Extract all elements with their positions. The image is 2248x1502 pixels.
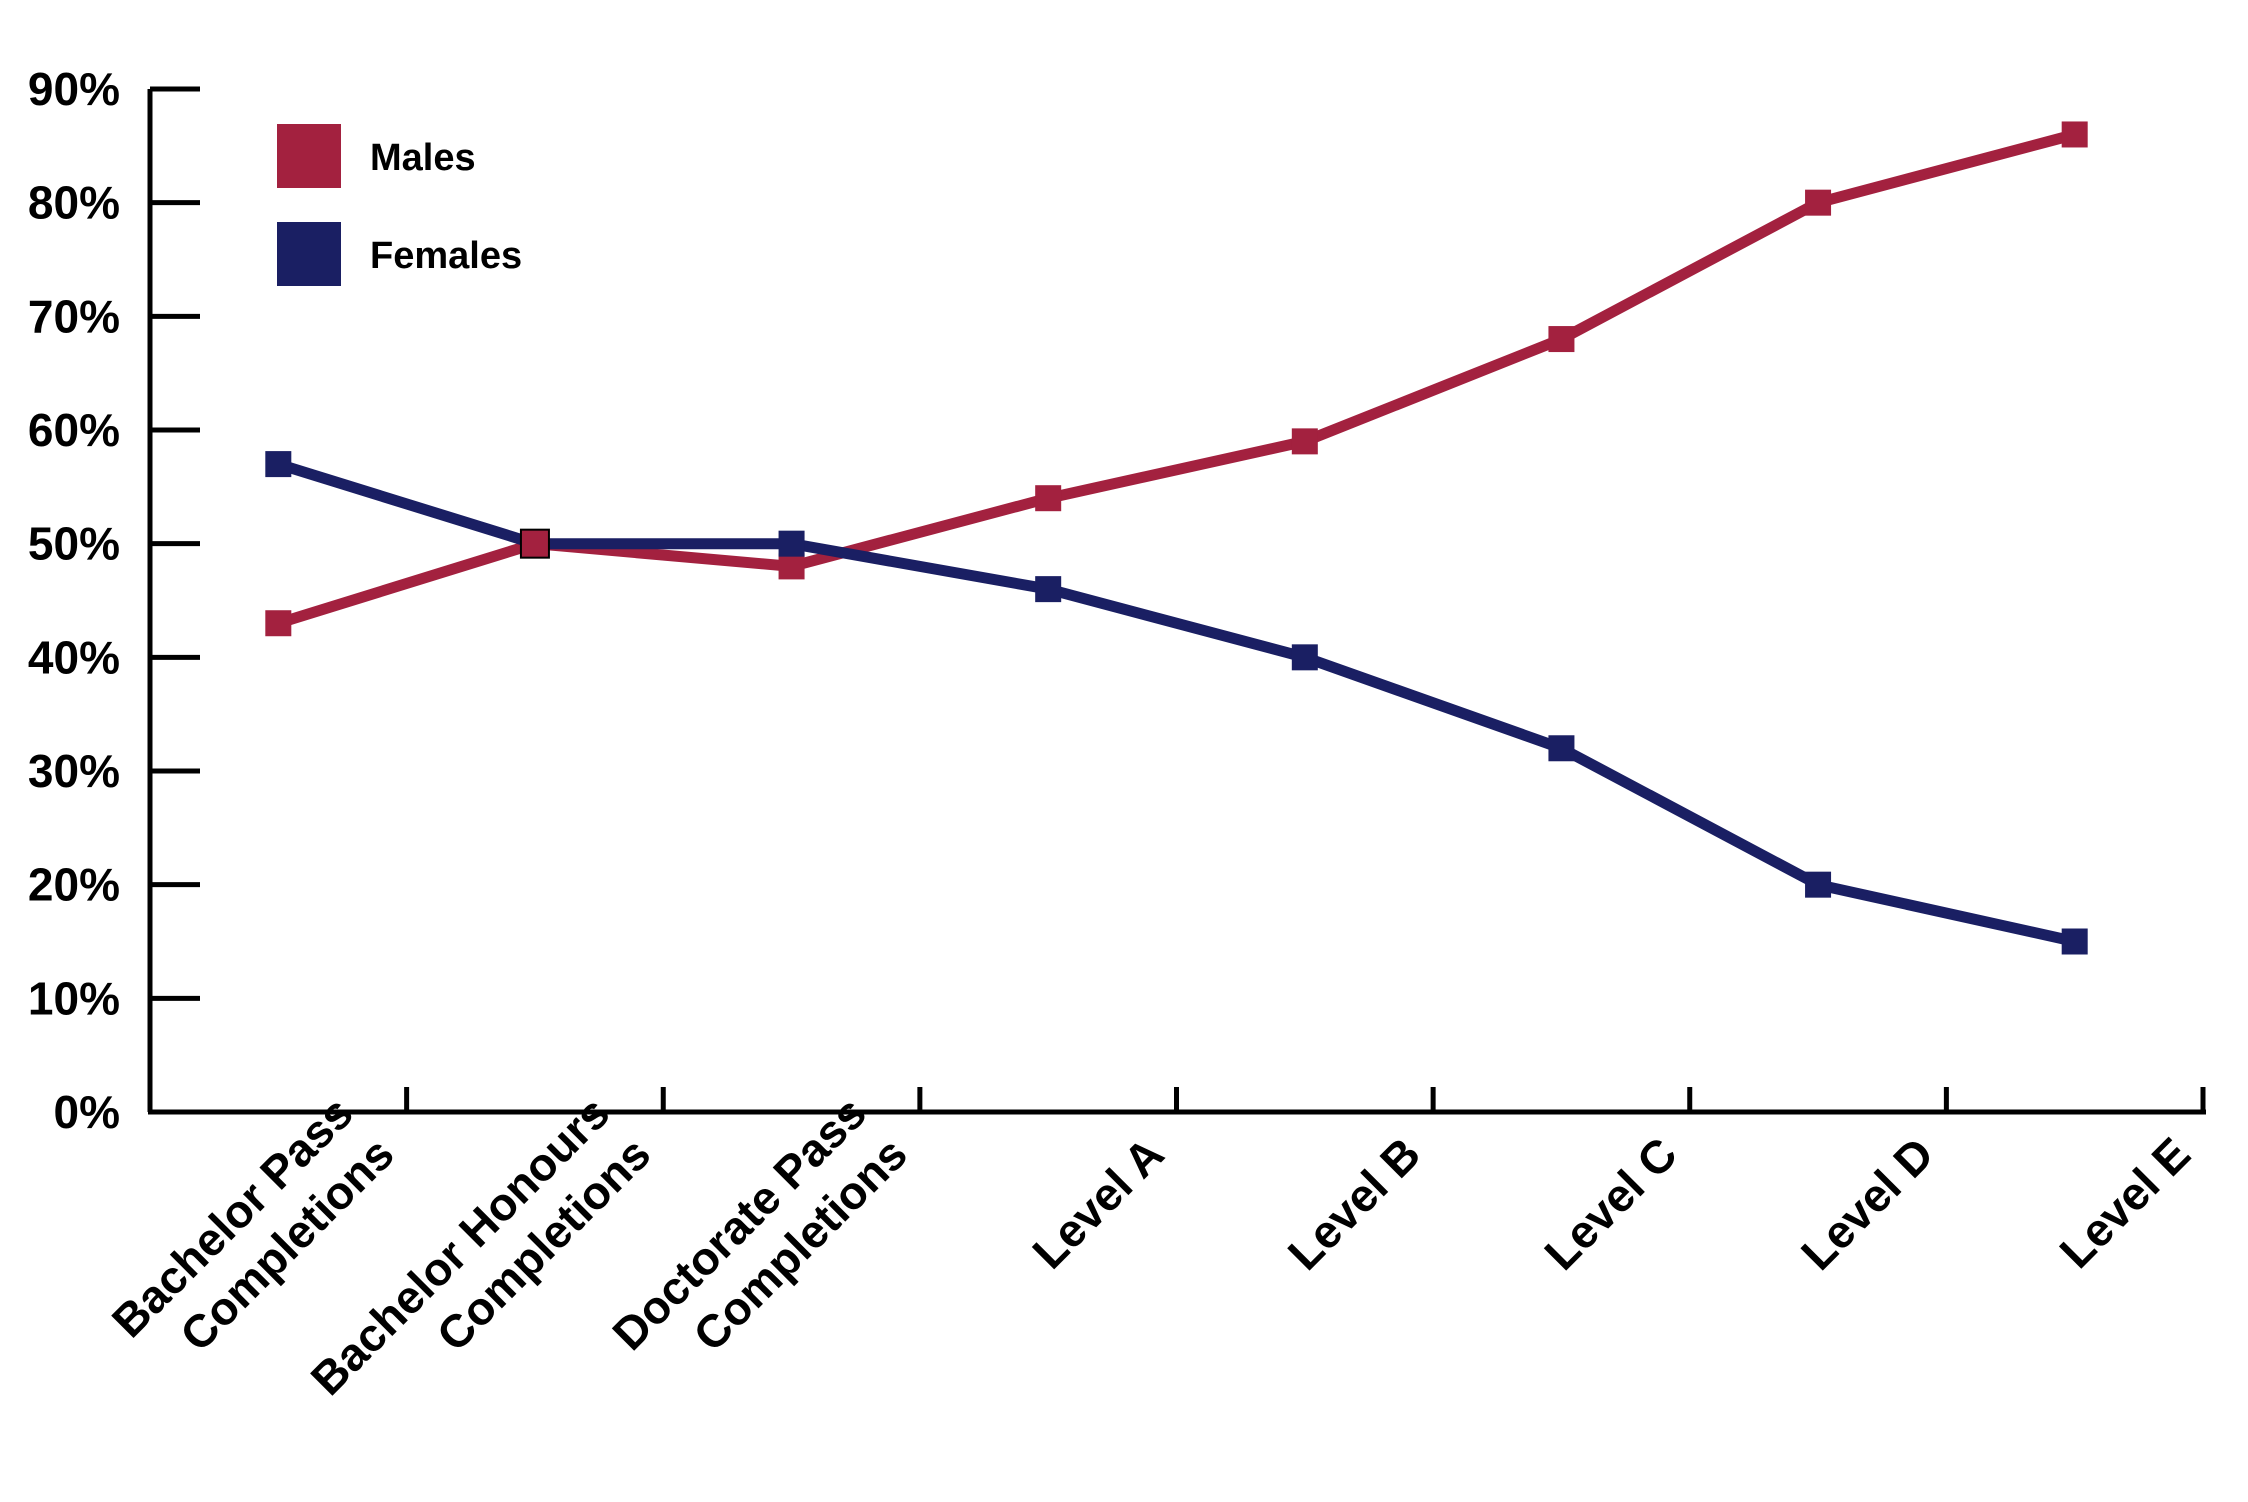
y-tick-label: 20% [28,859,120,911]
data-point-marker [265,451,292,478]
data-point-marker [1035,485,1062,512]
series-line [276,458,2076,947]
data-point-marker [1805,189,1832,216]
data-point-marker [1548,735,1575,762]
x-tick-label: Level B [1278,1127,1430,1279]
x-tick-label-line: Level D [1791,1127,1943,1279]
legend-swatch [277,222,341,286]
x-tick-label: Level E [2049,1127,2200,1278]
data-point-marker [778,530,805,557]
legend: Males Females [277,124,522,286]
data-point-marker [778,553,805,580]
x-tick-label-line: Level B [1278,1127,1430,1279]
data-point-marker [265,610,292,637]
x-tick-label: Level D [1791,1127,1943,1279]
series-males [265,121,2088,637]
y-tick-label: 80% [28,177,120,229]
data-point-marker [2061,121,2088,148]
x-tick-label: Doctorate PassCompletions [602,1086,917,1401]
y-tick-label: 70% [28,290,120,342]
y-tick-label: 50% [28,518,120,570]
x-tick-label-line: Level C [1534,1127,1686,1279]
y-axis-ticks: 0% 10% 20% 30% 40% 50% 60% 70% 80% 90% [28,63,200,1138]
x-tick-label: Level C [1534,1127,1686,1279]
y-tick-label: 90% [28,63,120,115]
data-point-marker [1291,644,1318,671]
legend-swatch [277,124,341,188]
y-tick-label: 40% [28,631,120,683]
y-tick-label: 0% [54,1086,120,1138]
legend-label: Males [370,137,476,179]
data-point-marker [1548,326,1575,353]
y-tick-label: 30% [28,745,120,797]
x-tick-label-line: Level A [1022,1127,1173,1278]
series-layer [265,121,2088,955]
data-point-marker [1805,871,1832,898]
y-tick-label: 60% [28,404,120,456]
series-females [265,451,2088,955]
legend-label: Females [370,235,522,277]
data-point-marker [519,528,550,559]
data-point-marker [2061,928,2088,955]
x-tick-label: Level A [1022,1127,1173,1278]
data-point-marker [1291,428,1318,455]
y-tick-label: 10% [28,972,120,1024]
data-point-marker [1035,576,1062,603]
x-axis-ticks [404,1087,2206,1112]
x-tick-label-line: Level E [2049,1127,2200,1278]
